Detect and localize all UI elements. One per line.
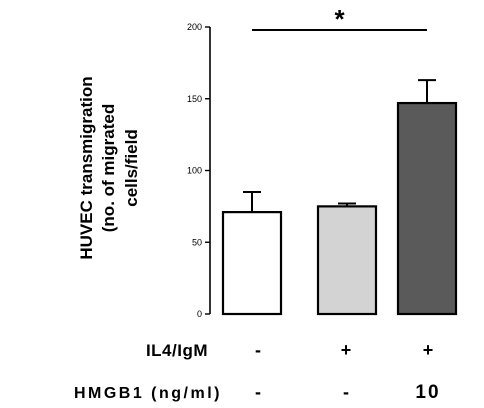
significance-star: * (334, 4, 345, 34)
y-tick-label: 150 (187, 94, 202, 104)
y-axis: 0 50 100 150 200 (187, 22, 211, 319)
condition-value: + (423, 340, 434, 360)
condition-value: - (255, 382, 261, 402)
y-tick-label: 50 (192, 237, 202, 247)
condition-value: - (343, 382, 349, 402)
y-axis-label: HUVEC transmigration (no. of migrated cell… (77, 76, 141, 259)
condition-label: IL4/IgM (146, 341, 208, 360)
condition-value: - (255, 340, 261, 360)
y-axis-label-line: (no. of migrated (99, 104, 118, 232)
y-axis-label-line: HUVEC transmigration (77, 76, 96, 259)
y-tick-label: 200 (187, 22, 202, 32)
significance-marker: * (252, 4, 427, 34)
y-tick-label: 100 (187, 166, 202, 176)
condition-label: HMGB1 (ng/ml) (74, 385, 222, 402)
bar (316, 205, 378, 316)
condition-table: IL4/IgM - + + HMGB1 (ng/ml) - - 10 (74, 340, 440, 403)
bars (221, 79, 458, 316)
condition-value: + (341, 340, 352, 360)
y-axis-label-line: cells/field (122, 129, 141, 206)
bar (396, 101, 458, 316)
y-tick-label: 0 (197, 309, 202, 319)
bar (221, 211, 283, 316)
condition-value: 10 (415, 382, 440, 403)
